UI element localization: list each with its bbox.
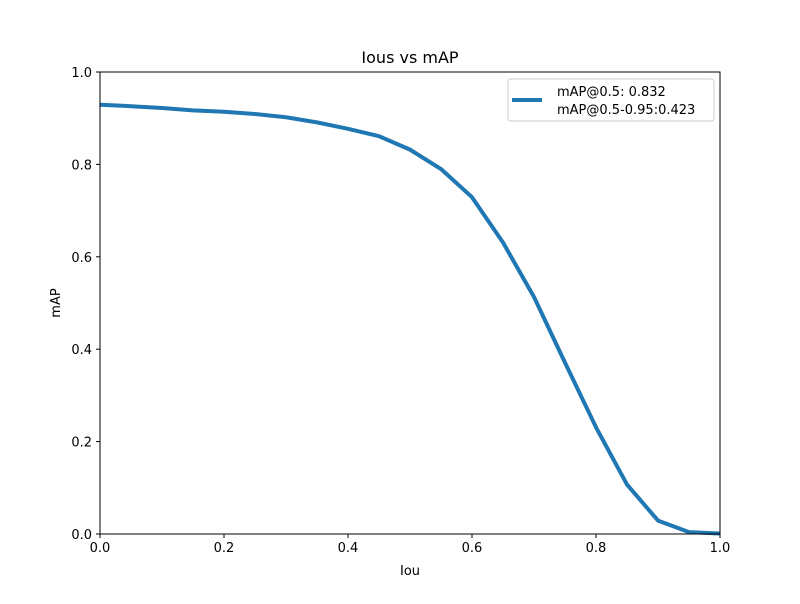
chart-title: Ious vs mAP (361, 48, 458, 67)
legend-entry-line-2: mAP@0.5-0.95:0.423 (557, 103, 695, 118)
y-tick-label: 0.6 (71, 251, 92, 266)
y-axis-ticks: 0.0 0.2 0.4 0.6 0.8 1.0 (71, 66, 100, 543)
legend-box (507, 78, 715, 122)
y-tick-label: 0.8 (71, 158, 92, 173)
x-tick-label: 0.4 (338, 541, 359, 556)
plot-frame (99, 71, 721, 535)
series-layer (99, 102, 721, 536)
y-tick-label: 1.0 (71, 66, 92, 81)
legend-entry-line-1: mAP@0.5: 0.832 (557, 85, 666, 100)
y-tick-label: 0.2 (71, 436, 92, 451)
series-line (99, 102, 721, 536)
x-axis-label: Iou (400, 564, 420, 579)
x-tick-label: 0.8 (586, 541, 607, 556)
legend: mAP@0.5: 0.832 mAP@0.5-0.95:0.423 (507, 78, 715, 122)
x-axis-ticks: 0.0 0.2 0.4 0.6 0.8 1.0 (90, 534, 731, 556)
x-tick-label: 0.2 (214, 541, 235, 556)
x-tick-label: 0.0 (90, 541, 111, 556)
x-tick-label: 0.6 (462, 541, 483, 556)
x-tick-label: 1.0 (710, 541, 731, 556)
y-tick-label: 0.0 (71, 528, 92, 543)
y-tick-label: 0.4 (71, 343, 92, 358)
y-axis-label: mAP (49, 288, 64, 318)
